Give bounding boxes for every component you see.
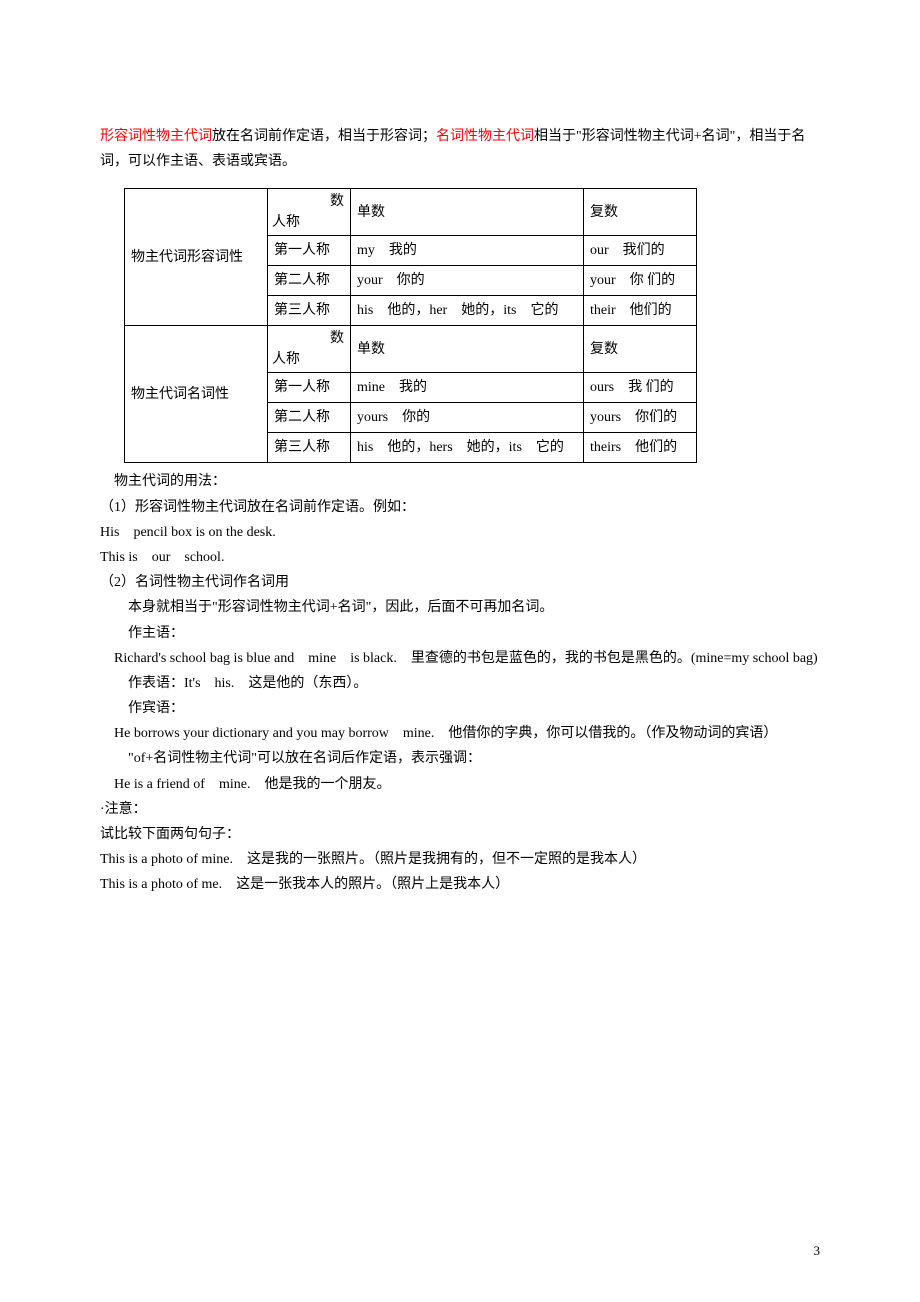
body-line: He is a friend of mine. 他是我的一个朋友。: [100, 772, 820, 797]
header-singular: 单数: [351, 326, 584, 373]
body-line: （2）名词性物主代词作名词用: [100, 570, 820, 595]
noun-p1-sg: mine 我的: [351, 373, 584, 403]
person-cell: 第三人称: [268, 433, 351, 463]
table-row: 物主代词名词性 数 人称 单数 复数: [125, 326, 697, 373]
intro-rest1: 放在名词前作定语，相当于形容词；: [212, 129, 436, 144]
noun-p2-sg: yours 你的: [351, 403, 584, 433]
body-line: "of+名词性物主代词"可以放在名词后作定语，表示强调：: [100, 746, 820, 771]
document-page: 形容词性物主代词放在名词前作定语，相当于形容词；名词性物主代词相当于"形容词性物…: [0, 0, 920, 1302]
body-line: 试比较下面两句句子：: [100, 822, 820, 847]
pronoun-table: 物主代词形容词性 数 人称 单数 复数 第一人称 my 我的 our 我们的 第…: [124, 188, 697, 463]
adj-p1-pl: our 我们的: [584, 236, 697, 266]
person-cell: 第一人称: [268, 373, 351, 403]
header-plural: 复数: [584, 189, 697, 236]
adj-p1-sg: my 我的: [351, 236, 584, 266]
header-singular: 单数: [351, 189, 584, 236]
body-line: 本身就相当于"形容词性物主代词+名词"，因此，后面不可再加名词。: [100, 595, 820, 620]
intro-red2: 名词性物主代词: [436, 129, 534, 144]
body-line: （1）形容词性物主代词放在名词前作定语。例如：: [100, 495, 820, 520]
body-line: This is a photo of me. 这是一张我本人的照片。（照片上是我…: [100, 872, 820, 897]
adj-p3-sg: his 他的，her 她的，its 它的: [351, 296, 584, 326]
body-line: 物主代词的用法：: [100, 469, 820, 494]
intro-red1: 形容词性物主代词: [100, 129, 212, 144]
header-person-num: 数 人称: [268, 326, 351, 373]
body-line: ·注意：: [100, 797, 820, 822]
header-person-label: 人称: [272, 212, 300, 233]
type-cell-noun: 物主代词名词性: [125, 326, 268, 463]
header-num-label: 数: [330, 191, 344, 212]
body-line: 作宾语：: [100, 696, 820, 721]
person-cell: 第一人称: [268, 236, 351, 266]
body-text: 物主代词的用法： （1）形容词性物主代词放在名词前作定语。例如： His pen…: [100, 469, 820, 897]
body-line: 作表语：It's his. 这是他的（东西）。: [100, 671, 820, 696]
page-number: 3: [814, 1239, 821, 1262]
header-plural: 复数: [584, 326, 697, 373]
adj-p2-pl: your 你 们的: [584, 266, 697, 296]
person-cell: 第三人称: [268, 296, 351, 326]
person-cell: 第二人称: [268, 266, 351, 296]
body-line: 作主语：: [100, 621, 820, 646]
body-line: Richard's school bag is blue and mine is…: [100, 646, 820, 671]
noun-p3-pl: theirs 他们的: [584, 433, 697, 463]
header-person-label: 人称: [272, 349, 300, 370]
noun-p1-pl: ours 我 们的: [584, 373, 697, 403]
person-cell: 第二人称: [268, 403, 351, 433]
header-num-label: 数: [330, 328, 344, 349]
type-cell-adj: 物主代词形容词性: [125, 189, 268, 326]
noun-p3-sg: his 他的，hers 她的，its 它的: [351, 433, 584, 463]
adj-p3-pl: their 他们的: [584, 296, 697, 326]
header-person-num: 数 人称: [268, 189, 351, 236]
body-line: This is our school.: [100, 545, 820, 570]
noun-p2-pl: yours 你们的: [584, 403, 697, 433]
table-row: 物主代词形容词性 数 人称 单数 复数: [125, 189, 697, 236]
body-line: This is a photo of mine. 这是我的一张照片。（照片是我拥…: [100, 847, 820, 872]
body-line: He borrows your dictionary and you may b…: [100, 721, 820, 746]
adj-p2-sg: your 你的: [351, 266, 584, 296]
intro-paragraph: 形容词性物主代词放在名词前作定语，相当于形容词；名词性物主代词相当于"形容词性物…: [100, 124, 820, 174]
body-line: His pencil box is on the desk.: [100, 520, 820, 545]
